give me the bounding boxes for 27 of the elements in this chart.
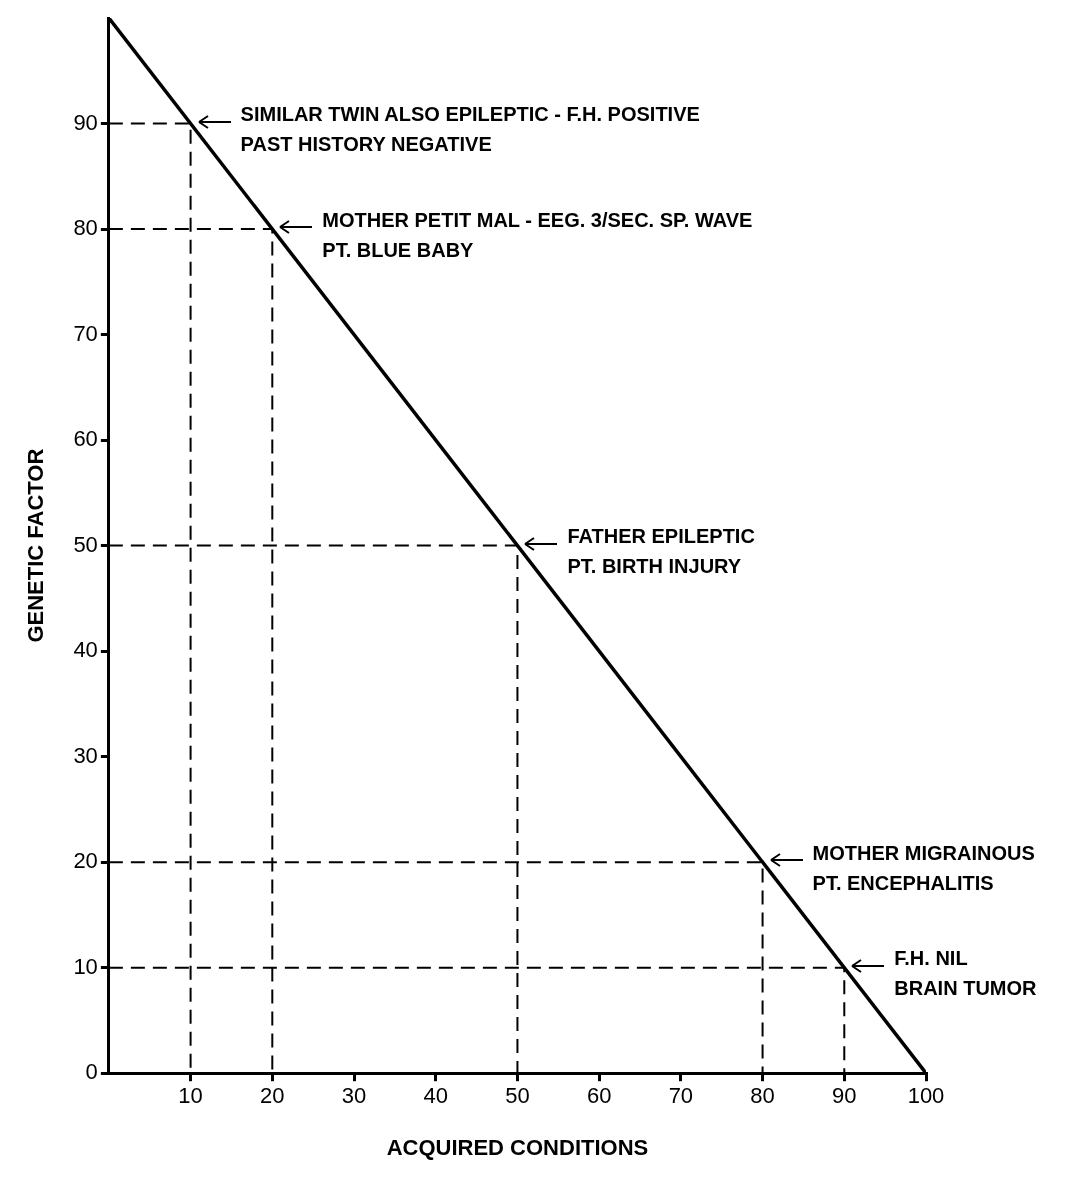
x-tick-label: 20 [260,1083,285,1109]
y-tick-label: 50 [73,531,98,557]
y-tick-label: 60 [73,426,98,452]
x-tick-label: 70 [668,1083,694,1109]
y-tick-label: 20 [73,848,98,874]
annotation: FATHER EPILEPTIC PT. BIRTH INJURY [567,525,755,578]
x-tick-label: 40 [423,1083,448,1109]
annotation: F.H. NIL BRAIN TUMOR [894,947,1038,1000]
y-tick-label: 0 [85,1059,98,1085]
y-tick-label: 40 [73,637,98,663]
y-tick-label: 30 [73,742,98,768]
y-tick-label: 70 [73,320,98,346]
x-axis-title: ACQUIRED CONDITIONS [386,1134,649,1160]
y-tick-label: 90 [73,109,98,135]
x-tick-label: 80 [750,1083,775,1109]
annotation: MOTHER PETIT MAL - EEG. 3/SEC. SP. WAVE PT. BLUE BABY [322,208,753,261]
y-axis-title: GENETIC FACTOR [23,448,49,643]
annotation: SIMILAR TWIN ALSO EPILEPTIC - F.H. POSITIVE PAST HISTORY NEGATIVE [240,103,700,156]
x-tick-label: 50 [505,1083,530,1109]
y-tick-label: 80 [73,215,98,241]
x-tick-label: 30 [341,1083,367,1109]
x-tick-label: 100 [907,1083,945,1109]
y-tick-label: 10 [73,953,98,979]
annotation: MOTHER MIGRAINOUS PT. ENCEPHALITIS [812,841,1035,894]
x-tick-label: 10 [178,1083,203,1109]
x-tick-label: 60 [586,1083,612,1109]
x-tick-label: 90 [832,1083,857,1109]
